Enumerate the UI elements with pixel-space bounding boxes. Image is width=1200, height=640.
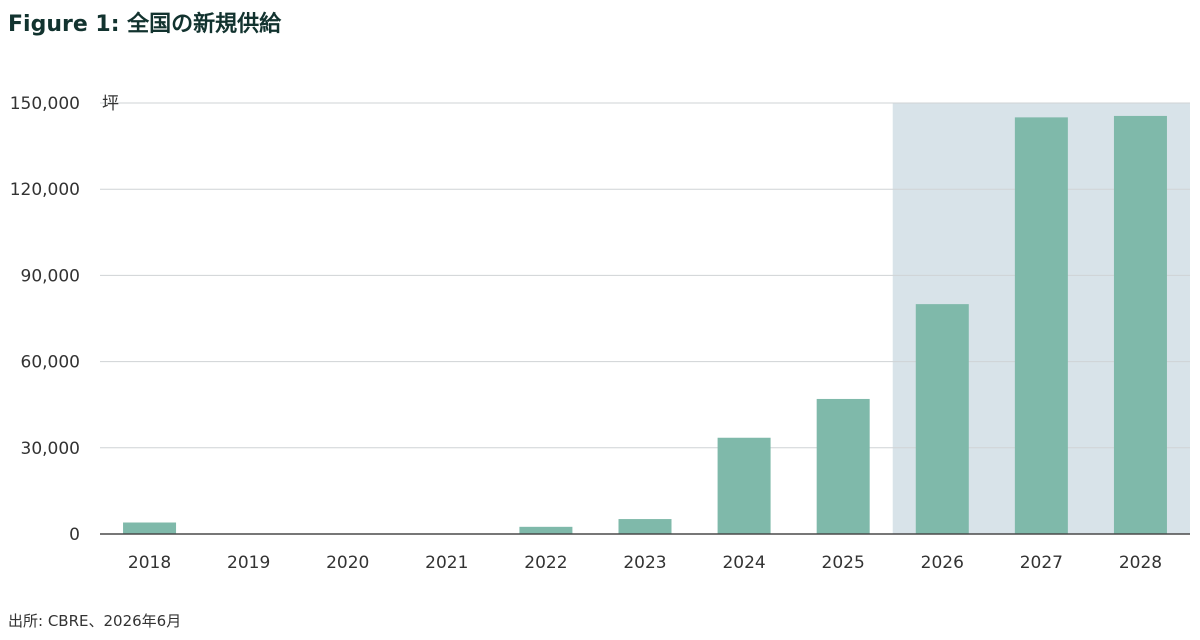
x-tick-label: 2022 <box>524 553 567 573</box>
x-tick-label: 2026 <box>921 553 964 573</box>
x-tick-label: 2020 <box>326 553 369 573</box>
y-tick-label: 0 <box>69 525 80 545</box>
bar-2025 <box>816 398 870 534</box>
bar-chart: 0 30,000 60,000 90,000 120,000 150,000 坪 2018 20… <box>10 94 1190 573</box>
y-tick-label: 120,000 <box>10 180 80 200</box>
y-tick-label: 30,000 <box>21 439 80 459</box>
x-tick-label: 2025 <box>822 553 865 573</box>
bar-2027 <box>1014 117 1068 534</box>
source-note: 出所: CBRE、2026年6月 <box>8 612 182 630</box>
x-tick-label: 2019 <box>227 553 270 573</box>
bar-2028 <box>1113 115 1167 535</box>
bar-2023 <box>618 519 672 534</box>
bar-2024 <box>717 437 771 534</box>
y-tick-label: 90,000 <box>21 266 80 286</box>
chart-title: Figure 1: 全国の新規供給 <box>8 12 282 37</box>
x-tick-label: 2027 <box>1020 553 1063 573</box>
bar-2022 <box>519 526 573 534</box>
y-tick-label: 150,000 <box>10 94 80 114</box>
x-tick-label: 2028 <box>1119 553 1162 573</box>
x-tick-label: 2023 <box>623 553 666 573</box>
y-unit-label: 坪 <box>102 94 119 114</box>
bar-2026 <box>915 304 969 534</box>
x-tick-label: 2024 <box>722 553 765 573</box>
x-tick-label: 2018 <box>128 553 171 573</box>
y-tick-label: 60,000 <box>21 353 80 373</box>
bar-2018 <box>123 522 177 534</box>
x-tick-label: 2021 <box>425 553 468 573</box>
